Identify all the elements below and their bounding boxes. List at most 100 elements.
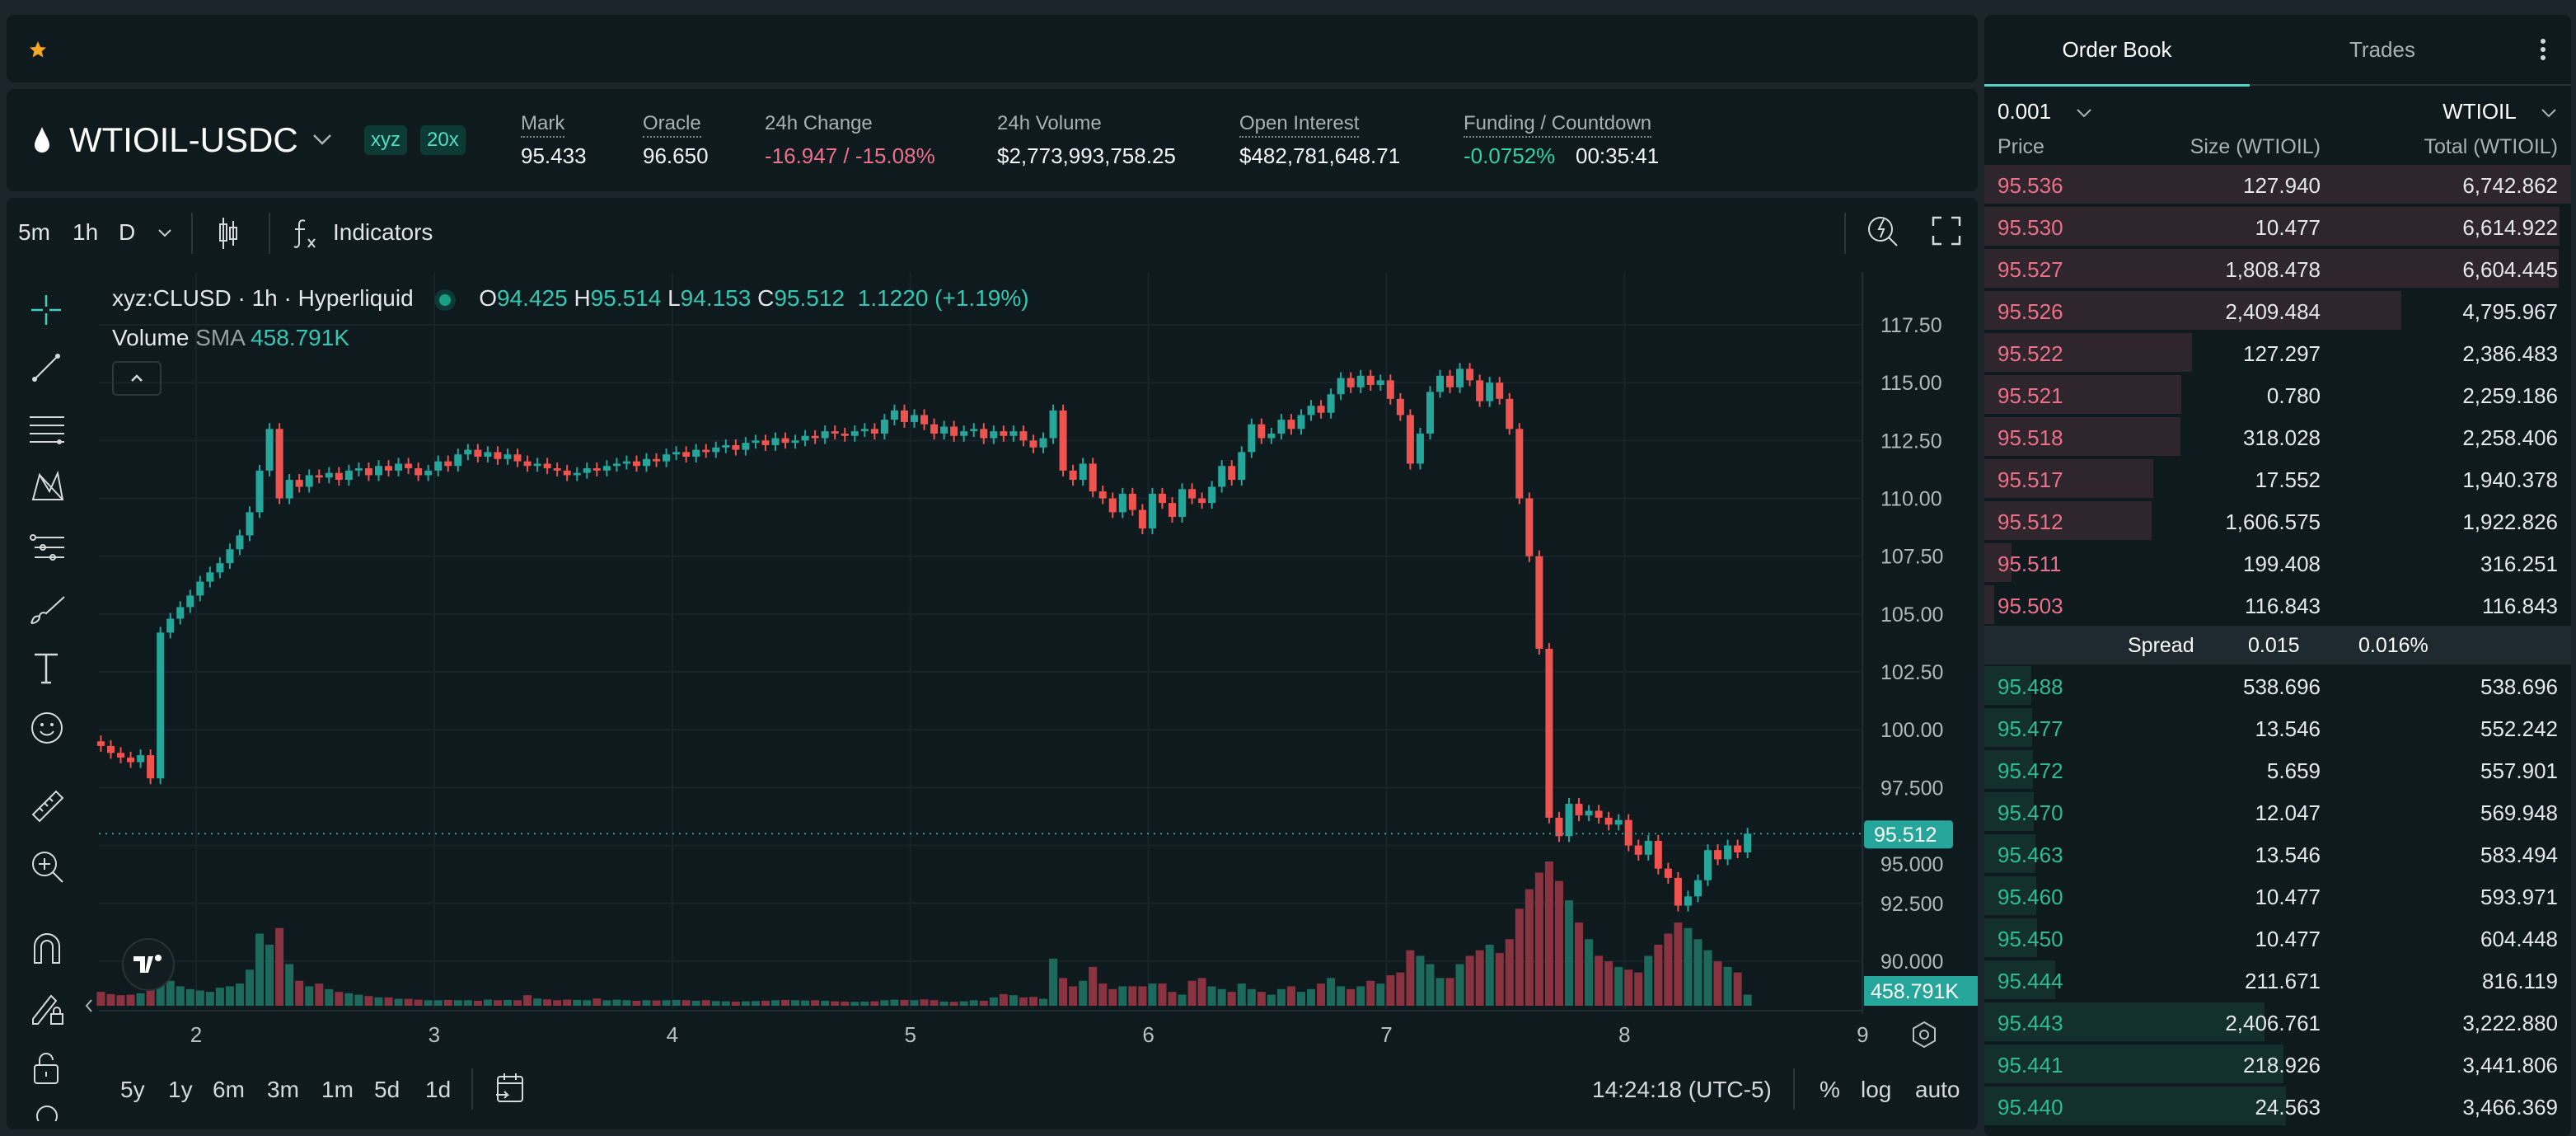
lock-drawings-icon[interactable] <box>30 989 66 1026</box>
candle-body <box>1258 424 1266 439</box>
candle-body <box>722 444 730 448</box>
volume-bar <box>136 993 145 1006</box>
candle-body <box>335 472 343 481</box>
volume-bar <box>275 927 284 1006</box>
ask-row[interactable]: 95.512 1,606.575 1,922.826 <box>1984 500 2571 542</box>
tradingview-logo[interactable] <box>122 938 175 991</box>
pattern-icon[interactable] <box>30 470 66 505</box>
text-icon[interactable] <box>31 651 61 684</box>
ask-row[interactable]: 95.521 0.780 2,259.186 <box>1984 373 2571 415</box>
log-scale-toggle[interactable]: log <box>1861 1077 1892 1102</box>
chevron-down-icon[interactable] <box>157 228 173 239</box>
symbol-selector[interactable]: WTIOIL-USDC <box>69 120 298 159</box>
ask-row[interactable]: 95.503 116.843 116.843 <box>1984 584 2571 626</box>
bid-row[interactable]: 95.477 13.546 552.242 <box>1984 706 2571 749</box>
divider <box>471 1068 473 1110</box>
ask-price: 95.521 <box>1998 383 2063 408</box>
ask-row[interactable]: 95.526 2,409.484 4,795.967 <box>1984 289 2571 331</box>
bid-row[interactable]: 95.472 5.659 557.901 <box>1984 749 2571 791</box>
volume-bar <box>910 1000 919 1006</box>
price-chart[interactable]: 117.50 115.00 112.50 110.00 107.50 105.00 102.… <box>0 0 1978 1116</box>
range-1d[interactable]: 1d <box>425 1077 452 1102</box>
collapse-legend-button[interactable] <box>112 361 162 396</box>
chevron-down-icon[interactable] <box>311 132 333 147</box>
settings-gear-icon[interactable] <box>1910 1021 1938 1049</box>
bid-row[interactable]: 95.440 24.563 3,466.369 <box>1984 1085 2571 1127</box>
interval-5m[interactable]: 5m <box>18 219 50 245</box>
bid-row[interactable]: 95.460 10.477 593.971 <box>1984 875 2571 917</box>
volume-bar <box>166 980 175 1006</box>
magnet-icon[interactable] <box>30 930 64 965</box>
volume-sma-label: 458.791K <box>1871 980 1959 1003</box>
open-interest-value: $482,781,648.71 <box>1239 143 1401 168</box>
volume-bar <box>1059 978 1068 1006</box>
ruler-icon[interactable] <box>30 788 66 824</box>
ask-row[interactable]: 95.517 17.552 1,940.378 <box>1984 458 2571 500</box>
ask-price: 95.536 <box>1998 173 2063 198</box>
candle-body <box>1496 383 1504 399</box>
crosshair-icon[interactable] <box>30 293 63 326</box>
ask-row[interactable]: 95.530 10.477 6,614.922 <box>1984 205 2571 247</box>
auto-scale-toggle[interactable]: auto <box>1915 1077 1960 1102</box>
bid-row[interactable]: 95.441 218.926 3,441.806 <box>1984 1043 2571 1085</box>
emoji-icon[interactable] <box>30 711 64 745</box>
bid-row[interactable]: 95.444 211.671 816.119 <box>1984 959 2571 1001</box>
range-1m[interactable]: 1m <box>321 1077 354 1102</box>
volume-bar <box>1098 983 1108 1006</box>
collapse-toolbar-icon[interactable] <box>84 998 94 1014</box>
tab-trades[interactable]: Trades <box>2250 15 2515 86</box>
quick-search-icon[interactable] <box>1866 211 1902 251</box>
clock[interactable]: 14:24:18 (UTC-5) <box>1592 1077 1772 1102</box>
volume-bar <box>1028 997 1037 1006</box>
zoom-in-icon[interactable] <box>30 849 66 885</box>
volume-bar <box>1138 986 1147 1006</box>
candle-body <box>1426 392 1434 434</box>
lock-icon[interactable] <box>31 1050 61 1085</box>
prediction-icon[interactable] <box>28 531 66 564</box>
bid-row[interactable]: 95.443 2,406.761 3,222.880 <box>1984 1001 2571 1043</box>
volume-bar <box>1733 972 1742 1006</box>
volume-bar <box>1644 955 1653 1006</box>
candle-body <box>405 463 413 469</box>
ask-row[interactable]: 95.511 199.408 316.251 <box>1984 542 2571 584</box>
ask-row[interactable]: 95.522 127.297 2,386.483 <box>1984 331 2571 373</box>
trend-line-icon[interactable] <box>30 351 63 384</box>
candle-type-icon[interactable] <box>216 216 241 251</box>
candle-body <box>1218 466 1226 487</box>
indicators-button[interactable]: Indicators <box>333 219 433 245</box>
brush-icon[interactable] <box>28 592 68 627</box>
interval-1h[interactable]: 1h <box>73 219 99 245</box>
tick-size-select[interactable]: 0.001 <box>1998 99 2093 124</box>
interval-d[interactable]: D <box>119 219 136 245</box>
column-size: Size (WTIOIL) <box>2190 135 2321 158</box>
percent-scale-toggle[interactable]: % <box>1820 1077 1840 1102</box>
bid-row[interactable]: 95.450 10.477 604.448 <box>1984 917 2571 959</box>
bid-row[interactable]: 95.488 538.696 538.696 <box>1984 664 2571 706</box>
go-to-date-icon[interactable] <box>493 1072 526 1105</box>
volume-bar <box>622 1000 631 1006</box>
leverage-badge[interactable]: 20x <box>420 125 466 155</box>
ask-row[interactable]: 95.536 127.940 6,742.862 <box>1984 163 2571 205</box>
x-tick-label: 8 <box>1618 1022 1630 1047</box>
bid-row[interactable]: 95.470 12.047 569.948 <box>1984 791 2571 833</box>
more-options-icon[interactable] <box>2515 15 2571 86</box>
bid-row[interactable]: 95.463 13.546 583.494 <box>1984 833 2571 875</box>
range-6m[interactable]: 6m <box>213 1077 245 1102</box>
spread-label: Spread <box>2128 634 2194 657</box>
unit-select[interactable]: WTIOIL <box>2443 99 2558 124</box>
star-icon[interactable] <box>28 40 48 59</box>
fx-icon[interactable] <box>292 216 320 251</box>
fib-retracement-icon[interactable] <box>28 412 66 445</box>
ask-row[interactable]: 95.527 1,808.478 6,604.445 <box>1984 247 2571 289</box>
bid-price: 95.460 <box>1998 885 2063 909</box>
y-tick-label: 102.50 <box>1880 661 1943 684</box>
range-1y[interactable]: 1y <box>168 1077 193 1102</box>
tab-order-book[interactable]: Order Book <box>1984 15 2250 87</box>
candle-body <box>1565 804 1573 837</box>
range-3m[interactable]: 3m <box>267 1077 299 1102</box>
range-5y[interactable]: 5y <box>120 1077 145 1102</box>
ask-row[interactable]: 95.518 318.028 2,258.406 <box>1984 415 2571 458</box>
fullscreen-icon[interactable] <box>1932 216 1961 246</box>
range-5d[interactable]: 5d <box>374 1077 400 1102</box>
volume-bar <box>424 1000 433 1006</box>
